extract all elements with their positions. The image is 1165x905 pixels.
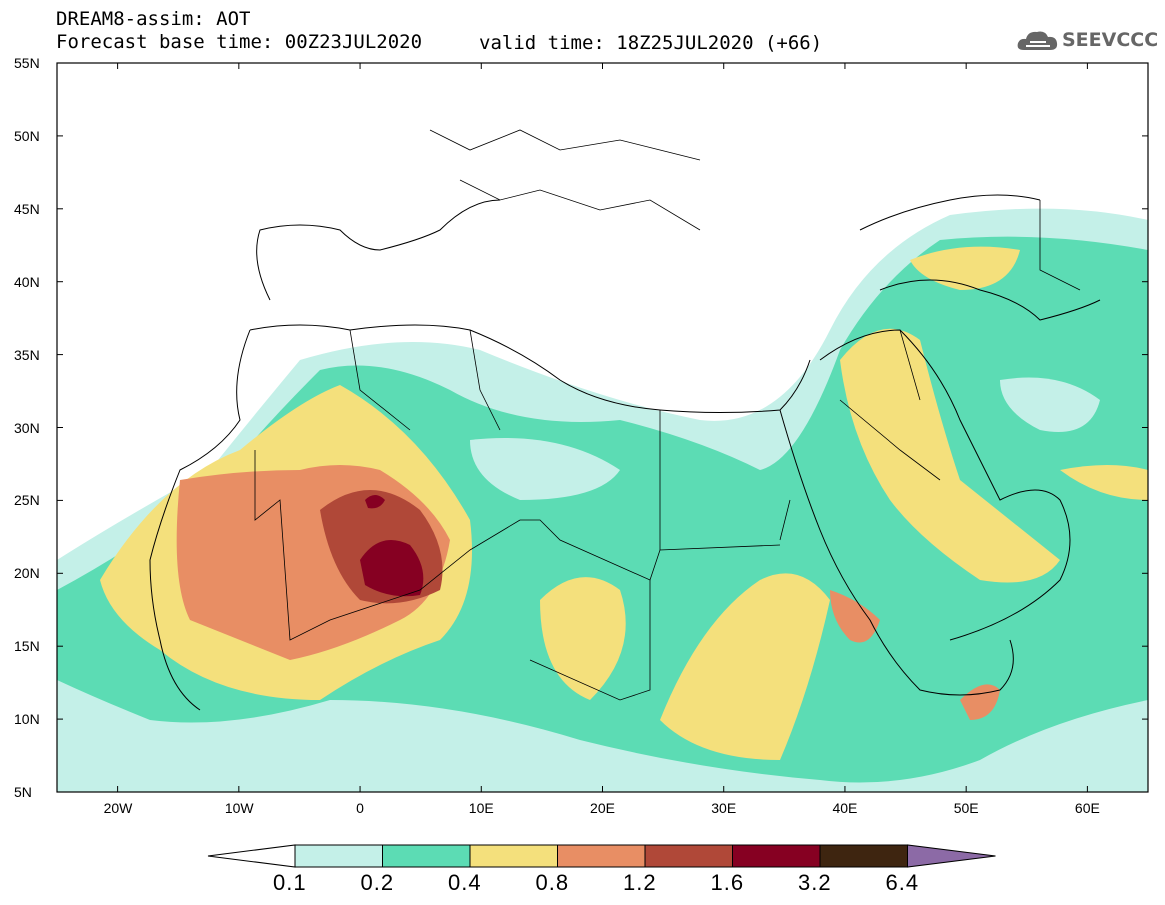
aot-band-1.6: [360, 540, 424, 597]
lat-tick-label: 50N: [14, 127, 40, 144]
lat-tick-label: 10N: [14, 711, 40, 728]
lon-tick-label: 10E: [468, 800, 494, 816]
colorbar-under-triangle: [207, 844, 296, 868]
colorbar-swatch: [469, 844, 558, 868]
colorbar-over-triangle: [907, 844, 996, 868]
lat-tick-label: 40N: [14, 273, 40, 290]
lat-tick-label: 15N: [14, 638, 40, 655]
colorbar-level-label: 0.4: [448, 870, 482, 895]
lon-tick-label: 50E: [953, 800, 979, 816]
lat-tick-label: 25N: [14, 492, 40, 509]
lat-tick-label: 30N: [14, 419, 40, 436]
lat-tick-label: 55N: [14, 55, 40, 71]
lon-tick-label: 10W: [224, 800, 254, 816]
colorbar: [207, 844, 996, 868]
colorbar-swatch: [644, 844, 733, 868]
colorbar-level-label: 0.1: [273, 870, 307, 895]
colorbar-level-label: 1.2: [623, 870, 657, 895]
lat-tick-label: 45N: [14, 200, 40, 217]
colorbar-level-label: 3.2: [798, 870, 832, 895]
colorbar-swatch: [557, 844, 646, 868]
logo-text: SEEVCCC: [1062, 29, 1159, 51]
lon-tick-label: 30E: [711, 800, 737, 816]
colorbar-level-label: 0.2: [360, 870, 395, 895]
coastlines: [149, 194, 1101, 711]
colorbar-level-label: 1.6: [710, 870, 745, 895]
axis-ticks: [57, 62, 1148, 793]
aot-field: [57, 208, 1148, 792]
lat-tick-label: 20N: [14, 565, 40, 582]
country-borders: [254, 129, 1081, 701]
colorbar-swatch: [819, 844, 908, 868]
lon-tick-label: 0: [356, 800, 364, 816]
map-title: DREAM8-assim: AOT: [56, 8, 251, 30]
valid-time: valid time: 18Z25JUL2020 (+66): [479, 32, 823, 54]
colorbar-swatch: [732, 844, 821, 868]
cloud-icon: [1017, 31, 1058, 50]
seevccc-logo: SEEVCCC: [1016, 26, 1159, 54]
colorbar-swatch: [294, 844, 383, 868]
colorbar-swatch: [382, 844, 471, 868]
lon-tick-label: 20E: [590, 800, 615, 816]
lon-tick-label: 60E: [1074, 800, 1100, 816]
forecast-base-time: Forecast base time: 00Z23JUL2020: [56, 31, 423, 53]
lon-tick-label: 40E: [832, 800, 858, 816]
lat-tick-label: 35N: [14, 346, 40, 363]
lat-tick-label: 5N: [14, 784, 32, 800]
colorbar-level-label: 6.4: [885, 870, 920, 895]
lon-tick-label: 20W: [103, 800, 133, 816]
colorbar-level-label: 0.8: [535, 870, 570, 895]
